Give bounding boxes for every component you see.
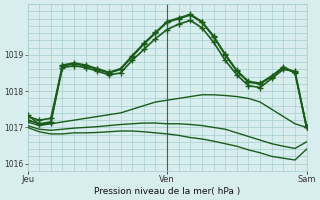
X-axis label: Pression niveau de la mer( hPa ): Pression niveau de la mer( hPa ) (94, 187, 240, 196)
